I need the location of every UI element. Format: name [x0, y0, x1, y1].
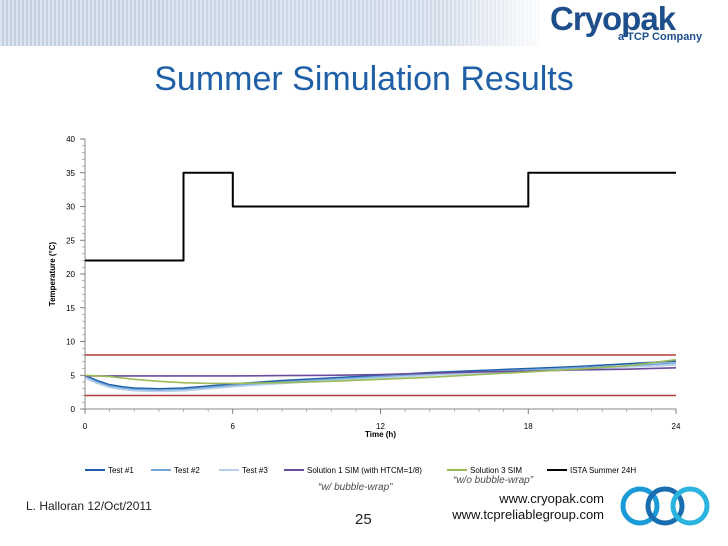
website-link-cryopak[interactable]: www.cryopak.com — [499, 491, 604, 506]
chart-series — [84, 171, 677, 393]
x-tick-label: 24 — [672, 422, 681, 431]
legend-label-6: ISTA Summer 24H — [570, 466, 636, 475]
y-tick-label: 0 — [71, 405, 76, 414]
cryopak-logo: Cryopak a TCP Company — [540, 0, 728, 48]
y-axis-title: Temperature (°C) — [48, 241, 57, 306]
x-tick-label: 12 — [376, 422, 385, 431]
chart-legend: Test #1 Test #2 Test #3 Solution 1 SIM (wit… — [85, 466, 636, 475]
annotation-without-bubble-wrap: “w/o bubble-wrap” — [453, 475, 534, 486]
y-tick-label: 20 — [66, 270, 75, 279]
y-tick-label: 40 — [66, 135, 75, 144]
legend-label-5: Solution 3 SIM — [470, 466, 522, 475]
tcp-rings-logo — [620, 486, 710, 526]
y-tick-label: 15 — [66, 304, 75, 313]
annotation-with-bubble-wrap: “w/ bubble-wrap” — [318, 482, 393, 493]
legend-label-3: Test #3 — [242, 466, 268, 475]
x-tick-label: 0 — [83, 422, 88, 431]
y-tick-label: 10 — [66, 338, 75, 347]
y-tick-label: 30 — [66, 203, 75, 212]
series-line-5 — [84, 358, 677, 385]
series-line-6 — [85, 171, 676, 262]
x-tick-label: 18 — [524, 422, 533, 431]
x-tick-label: 6 — [231, 422, 236, 431]
chart-axes: 0 5 10 15 20 25 30 35 40 0 6 12 18 24 Time (h) Temperat… — [48, 135, 681, 439]
logo-name: Cryopak — [550, 0, 676, 37]
legend-label-1: Test #1 — [108, 466, 134, 475]
author-date: L. Halloran 12/Oct/2011 — [26, 499, 152, 513]
legend-label-2: Test #2 — [174, 466, 200, 475]
y-tick-label: 5 — [71, 371, 76, 380]
x-axis-title: Time (h) — [365, 430, 396, 439]
reference-lines — [85, 354, 676, 397]
logo-tagline: a TCP Company — [618, 31, 703, 43]
slide-title: Summer Simulation Results — [154, 60, 574, 98]
y-tick-label: 25 — [66, 236, 75, 245]
legend-label-4: Solution 1 SIM (with HTCM=1/8) — [307, 466, 422, 475]
website-link-tcp[interactable]: www.tcpreliablegroup.com — [452, 507, 604, 522]
y-tick-label: 35 — [66, 169, 75, 178]
page-number: 25 — [355, 511, 372, 528]
